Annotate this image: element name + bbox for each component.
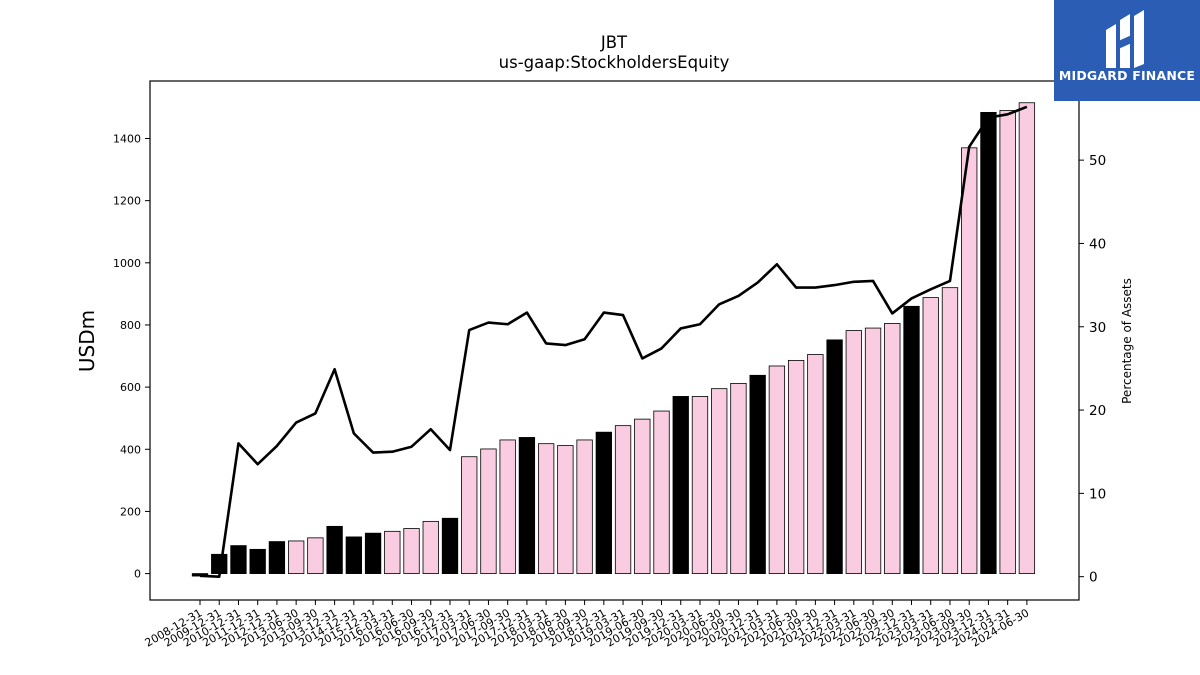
right-y-axis: 0 10 20 30 40 50 [1079,153,1106,586]
bar-2015-12-31 [364,532,382,574]
plot-area-frame [149,80,1080,601]
bar-2022-03-31 [845,330,862,574]
bar-2018-09-30 [576,439,593,574]
bar-2019-09-30 [653,410,670,574]
percentage-of-assets-line [199,105,1028,578]
brand-name: MIDGARD FINANCE [1058,68,1196,83]
midgard-logo-icon [1106,10,1144,68]
x-axis: 2008-12-312009-12-312010-12-312011-12-31… [143,600,1031,650]
bar-2020-06-30 [711,388,728,574]
bar-2018-06-30 [557,445,574,574]
bar-2013-12-31 [326,525,343,574]
bar-2020-09-30 [730,382,747,574]
brand-logo: MIDGARD FINANCE [1054,0,1200,101]
y-tick-label: 1000 [113,257,141,270]
y-tick-label: 400 [120,443,141,456]
bar-2023-09-30 [961,147,978,574]
y2-tick-label: 40 [1089,236,1106,252]
y-tick-label: 1200 [113,195,141,208]
bar-2018-03-31 [537,443,555,574]
bar-2013-09-30 [307,537,324,574]
bar-2021-12-31 [826,339,843,574]
y2-tick-label: 50 [1089,153,1106,169]
bar-2021-06-30 [787,359,805,574]
bar-2022-12-31 [903,305,920,574]
bar-2022-06-30 [864,327,882,574]
bar-2017-09-30 [499,439,516,574]
bar-2010-12-31 [230,545,247,574]
bar-2020-12-31 [749,374,766,574]
bar-2019-12-31 [672,396,689,574]
bar-2013-06-30 [287,540,305,574]
bar-2014-12-31 [345,536,362,574]
bar-2017-03-31 [461,456,478,574]
y2-tick-label: 30 [1089,320,1106,336]
bar-2024-06-30 [1018,102,1036,574]
bar-2021-09-30 [807,354,824,574]
y2-tick-label: 20 [1089,403,1106,419]
left-y-axis: 0 200 400 600 800 1000 1200 1400 [113,132,150,581]
y-axis-label: USDm [75,310,99,372]
bar-2023-03-31 [922,297,939,574]
y-tick-label: 600 [120,381,141,394]
y-tick-label: 800 [120,319,141,332]
bar-2016-03-31 [384,530,401,574]
y-tick-label: 0 [134,568,141,581]
chart-subtitle: us-gaap:StockholdersEquity [499,53,730,72]
bar-2016-06-30 [403,528,420,574]
percentage-line-series [199,105,1028,578]
bar-2021-03-31 [768,365,786,574]
bar-2020-03-31 [691,396,709,574]
y-tick-label: 200 [120,505,141,518]
bar-2019-06-30 [634,418,651,574]
bar-2024-03-31 [999,110,1016,574]
bar-2017-12-31 [518,437,536,574]
bar-2018-12-31 [595,431,612,574]
bar-2016-09-30 [422,520,439,574]
bar-2023-06-30 [941,287,959,574]
y2-tick-label: 0 [1089,570,1098,586]
bar-2017-06-30 [480,448,497,574]
bar-2016-12-31 [441,517,459,574]
bar-series [191,102,1036,577]
chart-title: JBT [600,33,628,52]
y-tick-label: 1400 [113,132,141,145]
bar-2022-09-30 [884,323,901,574]
bar-2011-12-31 [249,548,266,574]
bar-2012-12-31 [268,541,286,574]
bar-2023-12-31 [980,111,997,574]
right-y-axis-label: Percentage of Assets [1120,278,1134,404]
bar-2019-03-31 [614,425,632,574]
y2-tick-label: 10 [1089,486,1106,502]
